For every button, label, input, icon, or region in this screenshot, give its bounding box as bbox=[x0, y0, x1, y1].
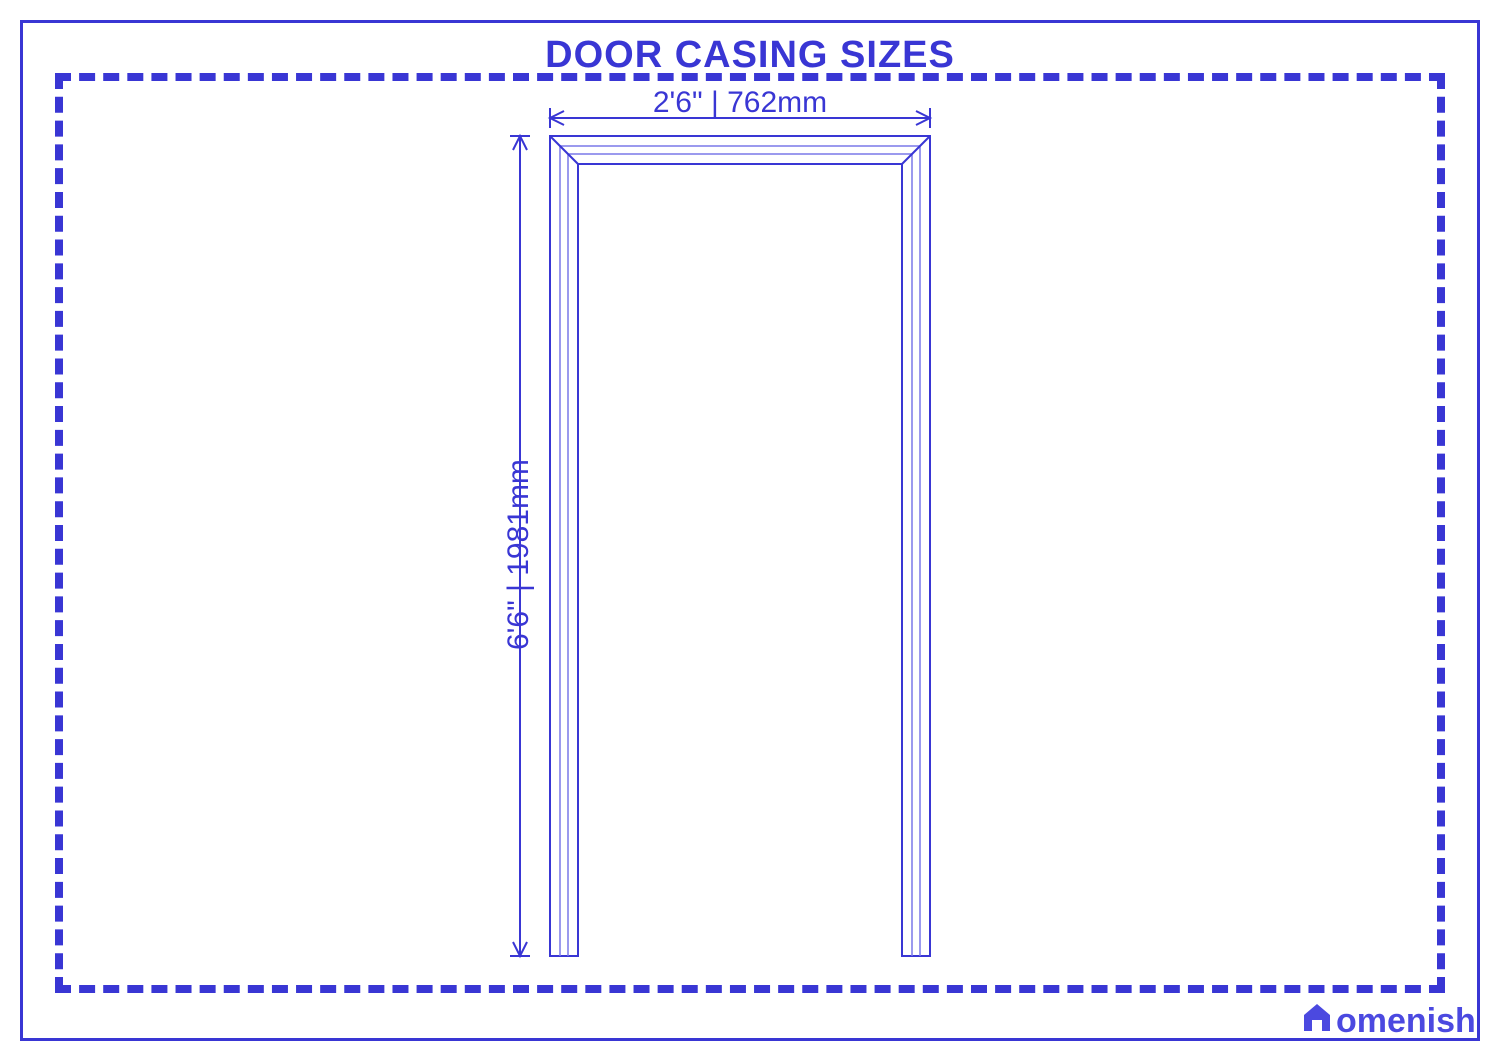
width-dimension-label: 2'6" | 762mm bbox=[653, 86, 827, 120]
brand-logo: omenish bbox=[1300, 1002, 1476, 1041]
brand-text: omenish bbox=[1336, 1002, 1476, 1041]
house-icon bbox=[1300, 1002, 1334, 1041]
door-casing-diagram bbox=[0, 0, 1500, 1061]
height-dimension-label: 6'6" | 1981mm bbox=[502, 459, 536, 650]
